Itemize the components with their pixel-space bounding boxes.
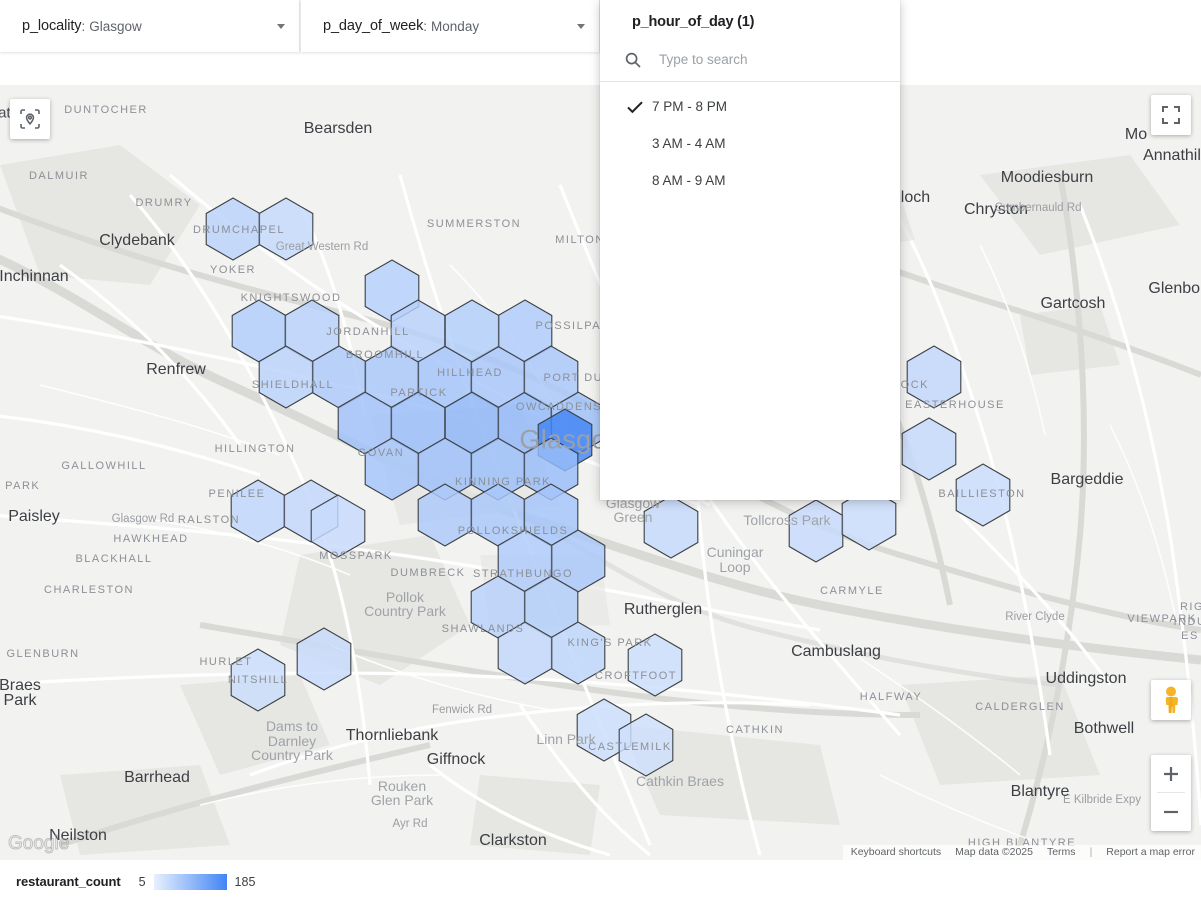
heatmap-hexagon[interactable] (523, 345, 579, 409)
zoom-divider (1157, 792, 1185, 793)
dropdown-option-label: 7 PM - 8 PM (652, 99, 728, 114)
fullscreen-button[interactable] (1151, 95, 1191, 135)
chevron-down-icon[interactable] (577, 23, 585, 29)
heatmap-hexagon[interactable] (258, 197, 314, 261)
report-map-error-link[interactable]: Report a map error (1106, 846, 1195, 858)
dropdown-option-label: 3 AM - 4 AM (652, 136, 726, 151)
zoom-in-button[interactable] (1151, 755, 1191, 792)
keyboard-shortcuts-link[interactable]: Keyboard shortcuts (850, 846, 942, 858)
heatmap-hexagon[interactable] (497, 621, 553, 685)
map-attribution: Keyboard shortcuts Map data ©2025 Terms … (842, 845, 1201, 860)
legend-max-value: 185 (234, 874, 256, 889)
filter-p-locality[interactable]: p_locality: Glasgow (0, 0, 300, 52)
zoom-out-button[interactable] (1151, 793, 1191, 830)
plus-icon (1164, 766, 1178, 781)
zoom-controls[interactable] (1151, 755, 1191, 831)
filter-day-colon: : (423, 18, 428, 34)
legend-bar: restaurant_count 5 185 (0, 860, 1201, 903)
heatmap-hexagon[interactable] (230, 648, 286, 712)
heatmap-hexagon[interactable] (955, 463, 1011, 527)
check-icon (626, 98, 652, 116)
chevron-down-icon[interactable] (277, 23, 285, 29)
terms-link[interactable]: Terms (1046, 846, 1076, 858)
hexagon-heatmap-layer (205, 197, 1011, 777)
google-wordmark-icon: Google (8, 833, 70, 854)
heatmap-hexagon[interactable] (310, 494, 366, 558)
filter-locality-colon: : (81, 18, 86, 34)
search-input[interactable]: Type to search (659, 52, 748, 67)
filter-p-day-of-week[interactable]: p_day_of_week: Monday (301, 0, 600, 52)
heatmap-hexagon[interactable] (618, 713, 674, 777)
heatmap-hexagon[interactable] (523, 437, 579, 501)
dropdown-option[interactable]: 3 AM - 4 AM (600, 125, 900, 162)
heatmap-hexagon[interactable] (296, 627, 352, 691)
heatmap-hexagon[interactable] (901, 417, 957, 481)
legend-title: restaurant_count (16, 874, 121, 889)
svg-text:Google: Google (8, 833, 69, 854)
dropdown-option-list[interactable]: 7 PM - 8 PM 3 AM - 4 AM 8 AM - 9 AM (600, 82, 900, 199)
street-view-pegman-button[interactable] (1151, 680, 1191, 720)
map-data-text: Map data ©2025 (955, 846, 1033, 858)
dropdown-option[interactable]: 8 AM - 9 AM (600, 162, 900, 199)
dropdown-title: p_hour_of_day (1) (632, 14, 755, 30)
legend-color-ramp (153, 873, 227, 890)
hour-of-day-dropdown[interactable]: p_hour_of_day (1) Type to search 7 PM - … (600, 0, 900, 500)
google-logo: Google (8, 832, 74, 854)
heatmap-hexagon[interactable] (390, 299, 446, 363)
minus-icon (1164, 810, 1178, 813)
heatmap-hexagon[interactable] (906, 345, 962, 409)
legend-min-value: 5 (138, 874, 146, 889)
street-view-pegman-icon (1165, 686, 1178, 713)
filter-day-name: p_day_of_week (323, 18, 424, 34)
filter-locality-name: p_locality (22, 18, 82, 34)
dropdown-search-row[interactable]: Type to search (600, 38, 900, 82)
locate-button[interactable] (10, 99, 50, 139)
fullscreen-icon (1162, 106, 1180, 124)
dropdown-option[interactable]: 7 PM - 8 PM (600, 88, 900, 125)
attribution-separator: | (1089, 846, 1093, 858)
dropdown-option-label: 8 AM - 9 AM (652, 173, 726, 188)
search-icon (625, 52, 641, 68)
heatmap-hexagon[interactable] (627, 633, 683, 697)
heatmap-hexagon[interactable] (258, 345, 314, 409)
locate-pin-icon (20, 109, 40, 129)
filter-locality-value: Glasgow (89, 18, 142, 34)
filter-day-value: Monday (431, 18, 480, 34)
heatmap-hexagon[interactable] (788, 499, 844, 563)
